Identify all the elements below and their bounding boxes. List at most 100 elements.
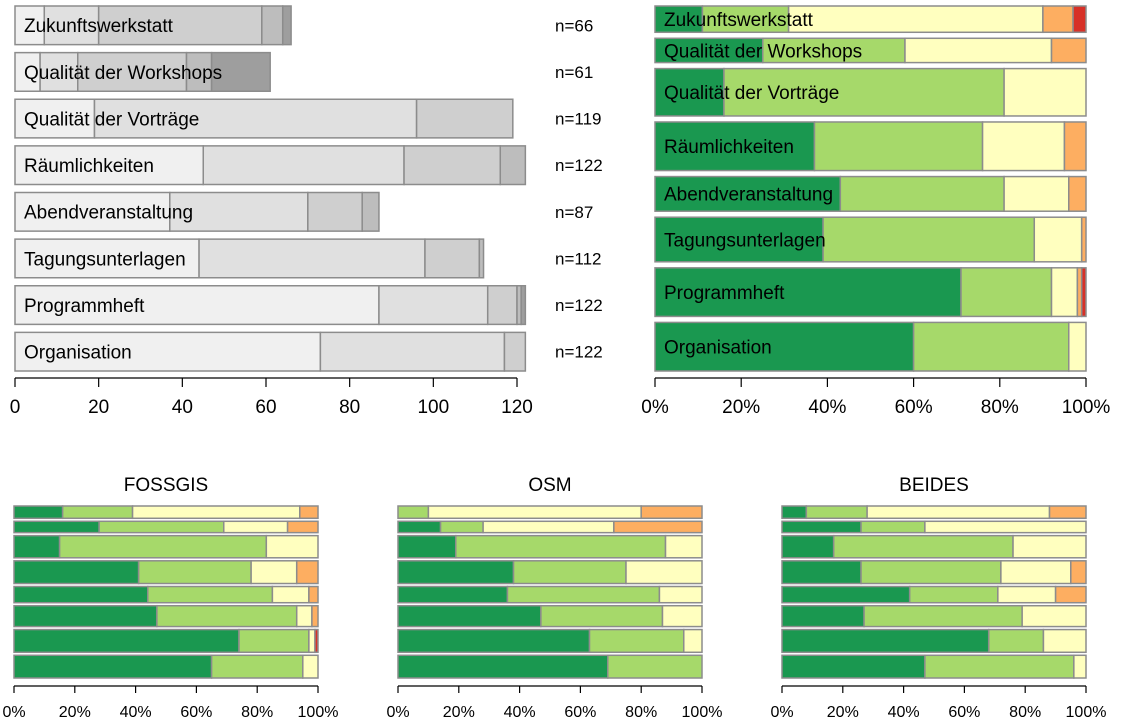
x-axis: 0% 20% 40% 60% 80% 100% (770, 685, 1106, 721)
bar-segment (299, 505, 319, 520)
bar-segment (661, 604, 703, 628)
bar-segment (866, 505, 1051, 520)
x-tick-label: 40 (172, 397, 193, 418)
bar-segment (924, 520, 1087, 534)
bar-segment (210, 51, 271, 92)
bar-segment (403, 145, 502, 186)
bar-segment (397, 505, 430, 520)
panel-title: BEIDES (899, 475, 969, 496)
bar-segment (787, 5, 1044, 34)
bar-segment (58, 534, 268, 559)
bar-segment (1033, 216, 1083, 263)
bar-segment (361, 191, 380, 232)
bar-segment (308, 585, 319, 604)
bar-segment (427, 505, 642, 520)
category-label: Zukunftswerkstatt (664, 10, 814, 31)
bar-segment (664, 534, 703, 559)
n-label: n=119 (555, 110, 601, 129)
bar-segment (822, 216, 1036, 263)
bar-segment (265, 534, 319, 559)
x-tick-label: 60% (895, 397, 933, 418)
x-tick-label: 0% (2, 704, 25, 721)
x-tick-label: 120 (501, 397, 533, 418)
bar-segment (13, 628, 240, 654)
x-tick-label: 100% (682, 704, 723, 721)
bar-segment (1068, 321, 1087, 372)
bar-segment (981, 121, 1066, 172)
bar-segment (93, 98, 418, 139)
x-tick-label: 20% (59, 704, 91, 721)
bar-segment (397, 585, 509, 604)
bar-segment (654, 67, 725, 117)
panel-title: FOSSGIS (124, 475, 208, 496)
bar-segment (439, 520, 484, 534)
x-tick-label: 100 (417, 397, 449, 418)
bar-segment (701, 5, 790, 34)
bar-segment (250, 560, 298, 585)
bar-segment (185, 51, 213, 92)
bar-segment (520, 285, 527, 326)
x-tick-label: 0% (641, 397, 669, 418)
bar-segment (654, 175, 842, 212)
bar-segment (781, 628, 990, 654)
bar-segment (924, 654, 1075, 679)
bar-segment (987, 628, 1045, 654)
bar-segment (860, 520, 926, 534)
bar-segment (13, 604, 158, 628)
bar-segment (1050, 37, 1087, 64)
bar-segment (97, 5, 263, 46)
x-tick-label: 40% (120, 704, 152, 721)
category-label: Räumlichkeiten (664, 137, 794, 158)
bar-segment (261, 5, 284, 46)
bar-segment (1080, 267, 1087, 318)
x-tick-label: 80% (241, 704, 273, 721)
category-label: Programmheft (664, 283, 785, 304)
x-tick-label: 40% (808, 397, 846, 418)
category-label: Räumlichkeiten (24, 156, 154, 177)
x-axis: 0 20 40 60 80 100 120 (10, 377, 533, 418)
bar-segment (131, 505, 301, 520)
bar-segment (503, 331, 527, 372)
x-tick-label: 20 (88, 397, 109, 418)
bar-segment (147, 585, 274, 604)
x-tick-label: 20% (443, 704, 475, 721)
bar-segment (1073, 654, 1087, 679)
x-tick-label: 80% (981, 397, 1019, 418)
bar-segment (478, 238, 485, 279)
bar-segment (308, 628, 316, 654)
bar-segment (1068, 175, 1087, 212)
n-label: n=61 (555, 63, 593, 82)
bar-segment (14, 5, 46, 46)
bar-segment (238, 628, 310, 654)
beides-panel: 0% 20% 40% 60% 80% 100% BEIDES (770, 475, 1106, 721)
bar-segment (1050, 267, 1079, 318)
bar-segment (397, 534, 457, 559)
category-label: Tagungsunterlagen (664, 230, 826, 251)
osm-panel: 0% 20% 40% 60% 80% 100% OSM (386, 475, 722, 721)
x-tick-label: 60 (255, 397, 276, 418)
bar-segment (1021, 604, 1087, 628)
bar-segment (223, 520, 289, 534)
bar-segment (904, 37, 1053, 64)
bar-segment (1042, 5, 1074, 34)
bar-segment (286, 520, 319, 534)
x-tick-label: 20% (827, 704, 859, 721)
bar-segment (169, 191, 309, 232)
bar-segment (1080, 216, 1087, 263)
bar-segment (908, 585, 999, 604)
n-label: n=122 (555, 156, 603, 175)
bar-segment (625, 560, 703, 585)
bar-segment (295, 560, 319, 585)
bar-segment (1048, 505, 1087, 520)
bar-segment (506, 585, 661, 604)
bar-segment (415, 98, 514, 139)
bar-segment (311, 604, 319, 628)
n-label: n=66 (555, 16, 593, 35)
bar-segment (654, 321, 915, 372)
bar-segment (832, 534, 1014, 559)
category-label: Organisation (24, 343, 132, 364)
bar-segment (202, 145, 405, 186)
bar-segment (912, 321, 1070, 372)
bar-segment (1003, 67, 1087, 117)
